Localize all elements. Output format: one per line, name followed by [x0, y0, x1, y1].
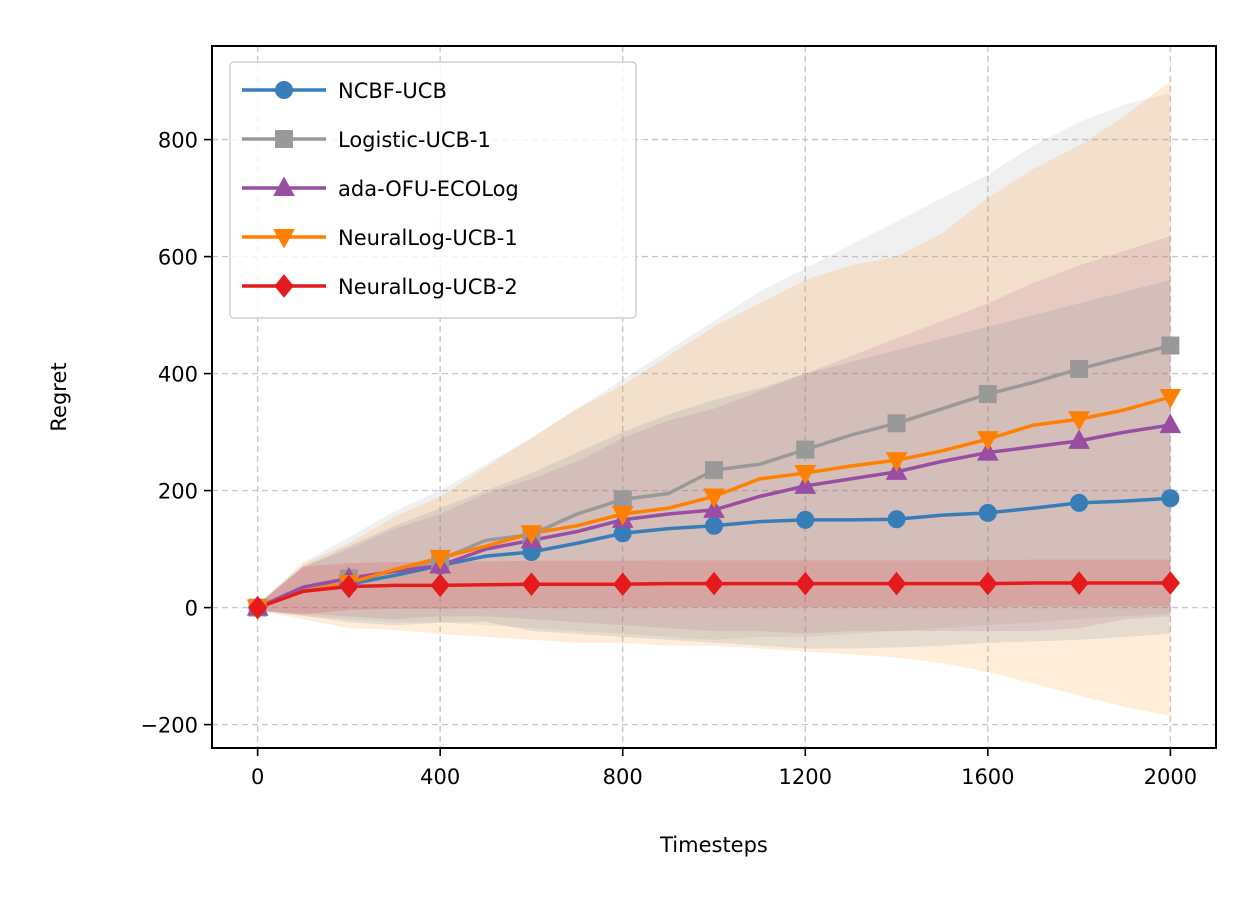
neurallog-ucb-1-point	[520, 525, 543, 545]
x-tick-label: 2000	[1144, 765, 1197, 789]
neurallog-ucb-1-point	[976, 431, 999, 451]
plot-frame	[211, 45, 1217, 749]
ada-ofu-ecolog-point	[1068, 429, 1090, 449]
legend-marker-logistic-ucb-1	[275, 130, 293, 148]
legend: NCBF-UCB Logistic-UCB-1 ada-OFU-ECOLog Neur…	[229, 61, 637, 319]
neurallog-ucb-2-point	[430, 573, 450, 598]
legend-marker-neurallog-ucb-2	[274, 274, 294, 298]
neurallog-ucb-1-point	[794, 465, 817, 485]
ada-ofu-ecolog-band	[257, 236, 1171, 634]
neurallog-ucb-2-point	[339, 574, 359, 599]
legend-label-logistic-ucb-1: Logistic-UCB-1	[338, 128, 491, 152]
logistic-ucb-1-point	[613, 490, 632, 509]
neurallog-ucb-1-point	[703, 488, 725, 508]
legend-marker-ncbf-ucb	[275, 81, 293, 99]
legend-label-neurallog-ucb-1: NeuralLog-UCB-1	[338, 226, 518, 250]
logistic-ucb-1-band	[257, 92, 1171, 640]
logistic-ucb-1-point	[887, 414, 906, 433]
legend-label-ada-ofu-ecolog: ada-OFU-ECOLog	[338, 177, 519, 201]
neurallog-ucb-1-point	[611, 506, 634, 526]
neurallog-ucb-1-point	[429, 549, 452, 570]
series-markers	[246, 336, 1182, 620]
y-tick-label: 0	[185, 597, 198, 621]
y-tick-label: 600	[158, 246, 198, 270]
ncbf-ucb-point	[1161, 489, 1180, 508]
ncbf-ucb-point	[796, 510, 815, 529]
ada-ofu-ecolog-point	[976, 441, 999, 461]
y-tick-label: 400	[158, 363, 198, 387]
neurallog-ucb-2-point	[704, 571, 724, 596]
neurallog-ucb-1-point	[885, 452, 908, 472]
legend-label-neurallog-ucb-2: NeuralLog-UCB-2	[338, 275, 518, 299]
ncbf-ucb-point	[887, 510, 906, 529]
logistic-ucb-1-point	[705, 461, 723, 480]
neurallog-ucb-2-point	[521, 572, 542, 596]
x-tick-label: 1200	[779, 765, 832, 789]
x-tick-label: 800	[603, 765, 643, 789]
legend-box	[229, 61, 637, 319]
y-tick-label: 200	[158, 480, 198, 504]
y-tick-label: −200	[140, 714, 198, 738]
neurallog-ucb-2-point	[886, 571, 907, 596]
x-axis-title: Timesteps	[659, 833, 768, 857]
logistic-ucb-1-point	[1161, 336, 1180, 355]
ada-ofu-ecolog-point	[703, 498, 725, 518]
legend-marker-neurallog-ucb-1	[273, 229, 295, 249]
neurallog-ucb-1-point	[1159, 389, 1182, 409]
x-tick-label: 0	[251, 765, 264, 789]
neurallog-ucb-2-point	[613, 572, 633, 596]
ncbf-ucb-point	[978, 503, 997, 522]
x-tick-label: 400	[420, 765, 460, 789]
y-axis-title: Regret	[47, 362, 71, 431]
ncbf-ucb-point	[705, 516, 723, 535]
neurallog-ucb-2-point	[247, 595, 268, 620]
ncbf-ucb-point	[1070, 493, 1089, 512]
neurallog-ucb-2-point	[795, 571, 815, 596]
neurallog-ucb-1-point	[1068, 411, 1090, 431]
neurallog-ucb-2-point	[1069, 571, 1089, 595]
legend-label-ncbf-ucb: NCBF-UCB	[338, 79, 447, 103]
logistic-ucb-1-point	[1070, 359, 1089, 378]
neurallog-ucb-2-point	[1160, 571, 1181, 595]
logistic-ucb-1-point	[796, 440, 815, 459]
x-tick-label: 1600	[961, 765, 1014, 789]
y-tick-label: 800	[158, 129, 198, 153]
logistic-ucb-1-point	[978, 385, 997, 404]
axis-ticks: 0 400 800 1200 1600 2000 −200 0 200 400 600 800	[140, 129, 1197, 789]
ada-ofu-ecolog-point	[1159, 413, 1182, 434]
legend-marker-ada-ofu-ecolog	[273, 176, 295, 196]
neurallog-ucb-2-point	[978, 571, 998, 596]
